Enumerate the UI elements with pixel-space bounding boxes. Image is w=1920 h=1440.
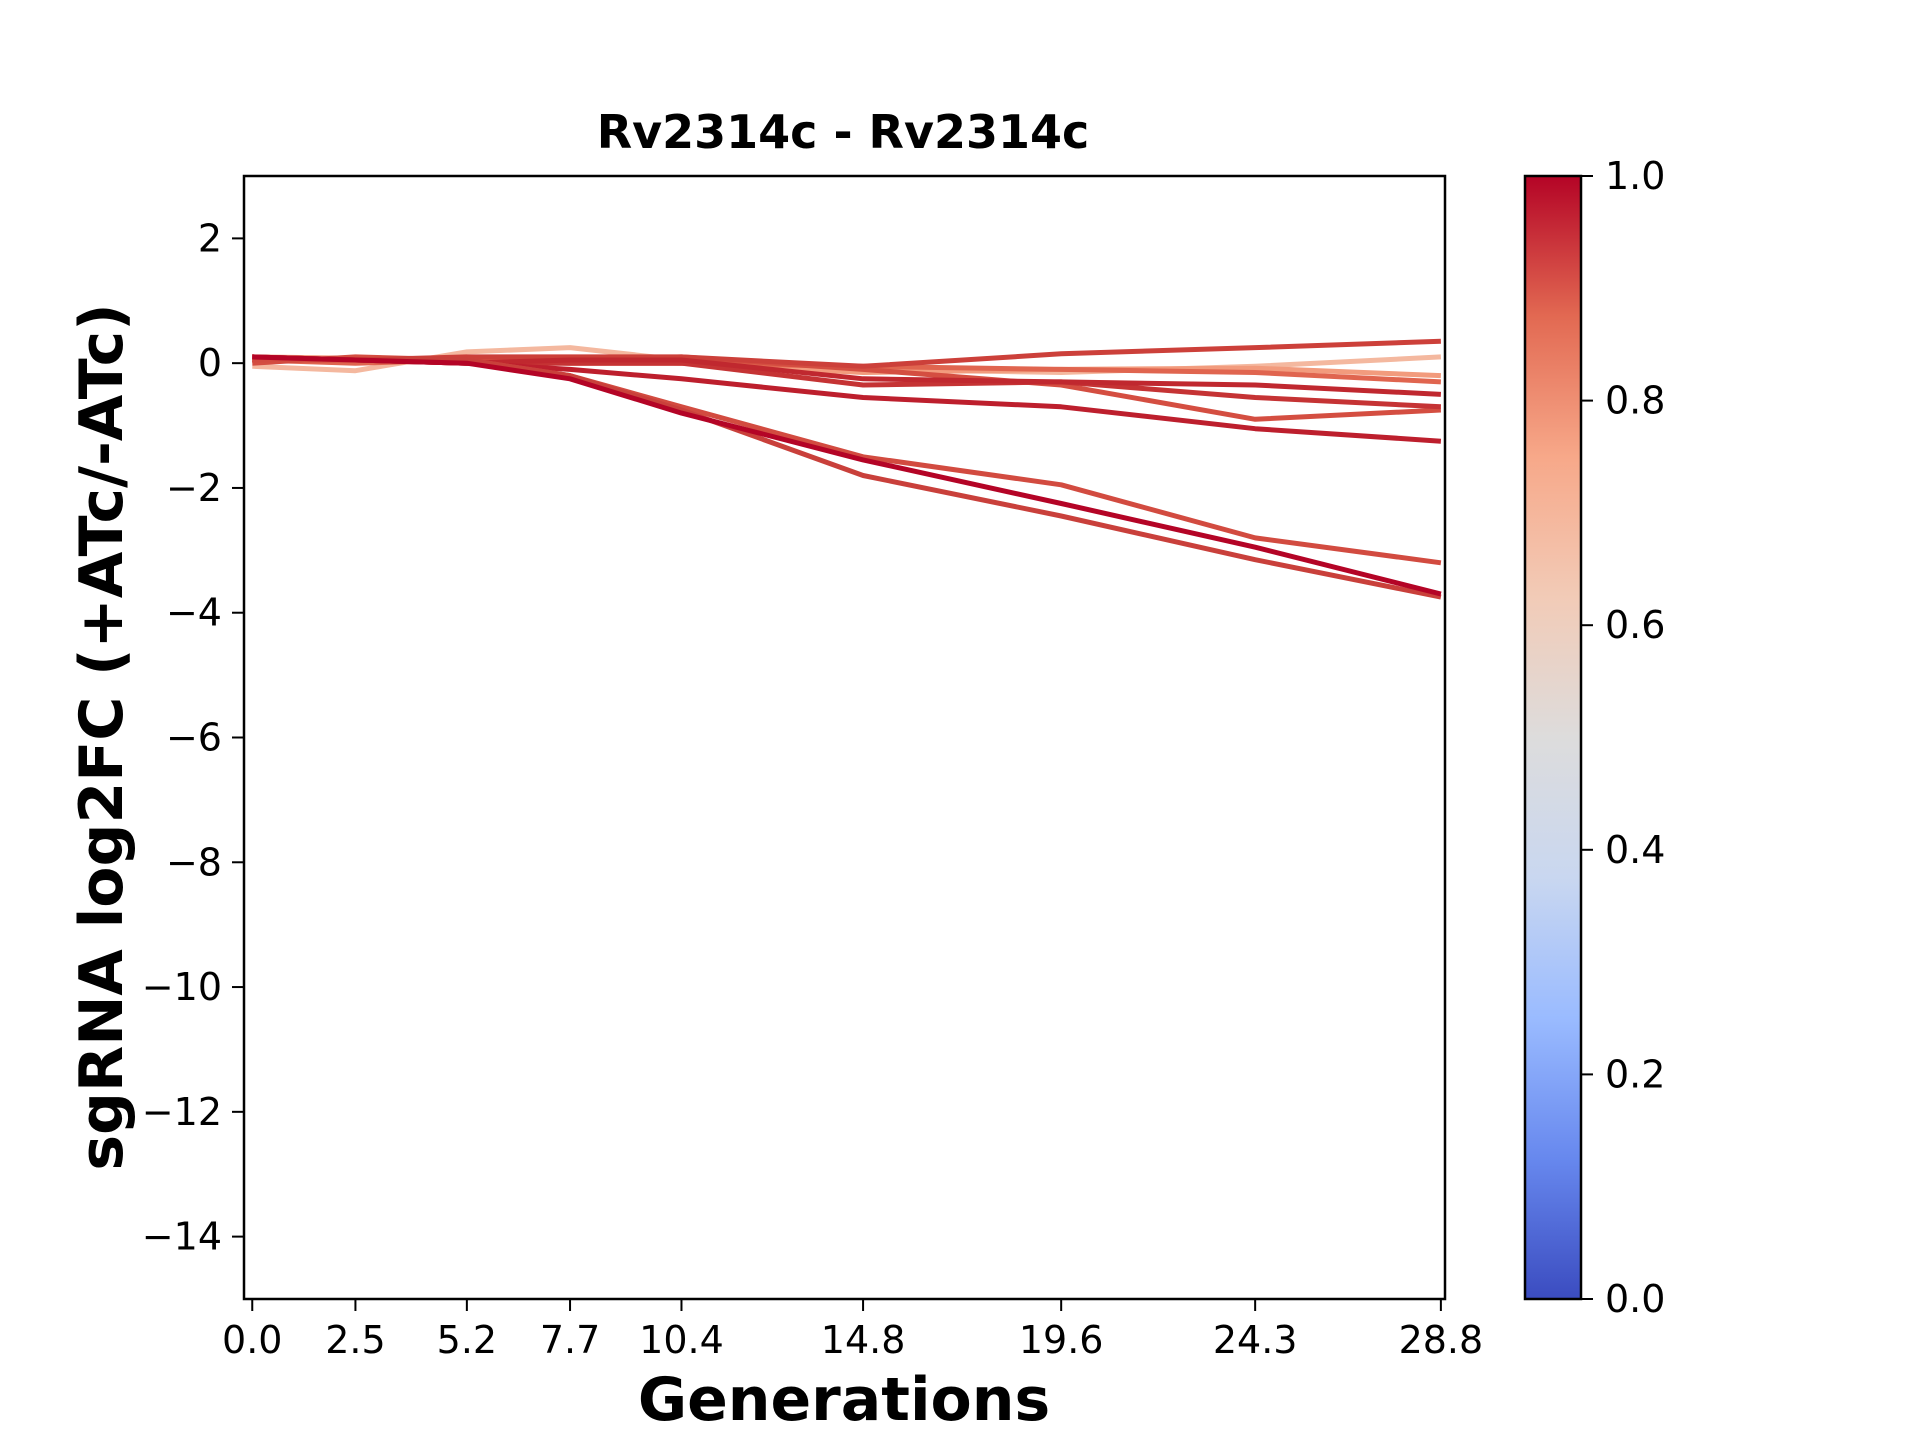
x-tick-label: 28.8 [1399, 1318, 1484, 1362]
series-line-9 [252, 357, 1442, 566]
y-tick-label: −12 [142, 1090, 222, 1134]
colorbar-tick-label: 0.0 [1605, 1277, 1665, 1321]
x-tick-label: 19.6 [1019, 1318, 1104, 1362]
x-axis: 0.0 2.5 5.2 7.7 10.4 14.8 19.6 24.3 28.8 [222, 1299, 1483, 1362]
series-line-10 [252, 354, 1442, 600]
colorbar-tick-label: 0.8 [1605, 379, 1665, 423]
y-tick-label: −2 [166, 466, 222, 510]
plot-area-frame [242, 174, 1447, 1301]
y-tick-label: −4 [166, 591, 222, 635]
colorbar-axis: 0.0 0.2 0.4 0.6 0.8 1.0 [1581, 154, 1665, 1321]
y-tick-label: 0 [198, 341, 222, 385]
x-tick-label: 2.5 [325, 1318, 385, 1362]
x-tick-label: 14.8 [821, 1318, 906, 1362]
colorbar [1523, 174, 1583, 1301]
y-tick-label: −10 [142, 965, 222, 1009]
chart-title: Rv2314c - Rv2314c [597, 105, 1090, 159]
x-tick-label: 5.2 [437, 1318, 497, 1362]
colorbar-tick-label: 0.4 [1605, 828, 1665, 872]
y-axis-label: sgRNA log2FC (+ATc/-ATc) [67, 303, 137, 1170]
y-tick-label: −6 [166, 716, 222, 760]
y-tick-label: 2 [198, 216, 222, 260]
colorbar-tick-label: 0.6 [1605, 603, 1665, 647]
series-layer [252, 338, 1442, 600]
x-tick-label: 24.3 [1213, 1318, 1298, 1362]
y-tick-label: −8 [166, 840, 222, 884]
y-axis: 2 0 −2 −4 −6 −8 −10 −12 −14 [142, 216, 244, 1259]
x-axis-label: Generations [638, 1365, 1050, 1435]
series-line-11 [252, 354, 1442, 597]
x-tick-label: 7.7 [540, 1318, 600, 1362]
x-tick-label: 0.0 [222, 1318, 282, 1362]
colorbar-tick-label: 1.0 [1605, 154, 1665, 198]
x-tick-label: 10.4 [639, 1318, 724, 1362]
y-tick-label: −14 [142, 1215, 222, 1259]
colorbar-tick-label: 0.2 [1605, 1052, 1665, 1096]
